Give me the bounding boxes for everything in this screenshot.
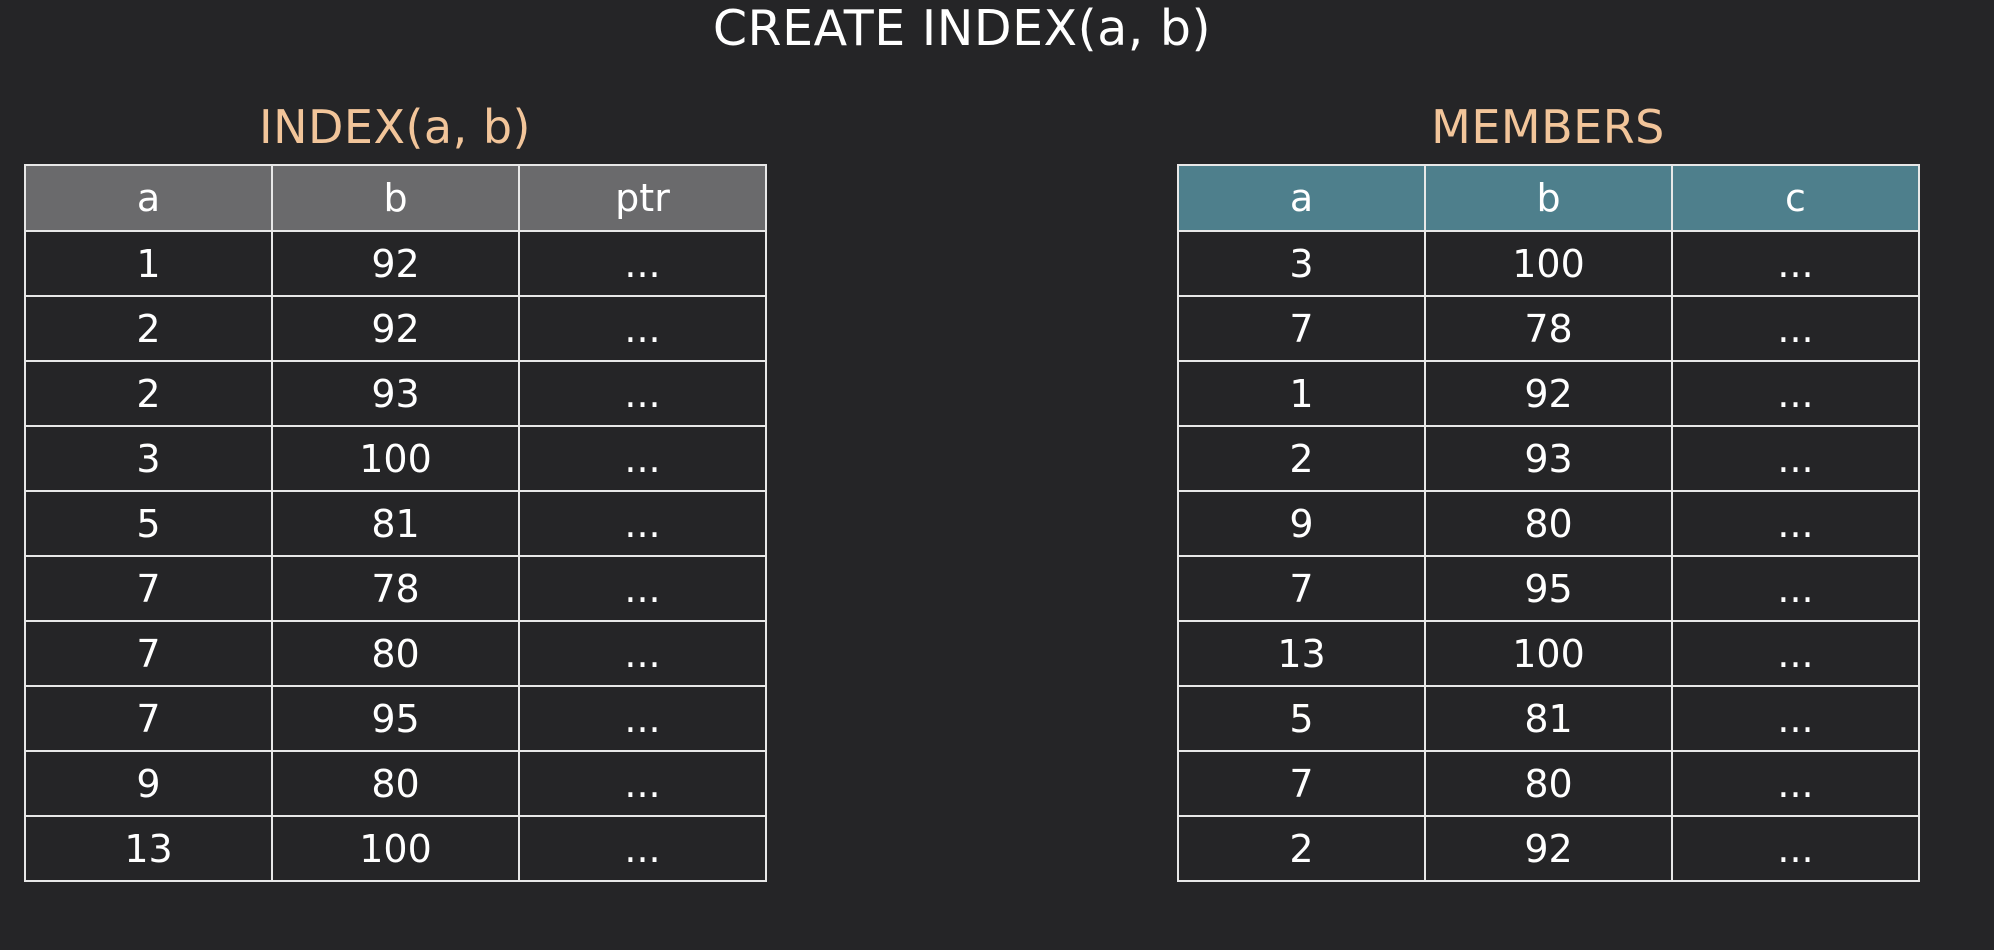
members-table-cell-a: 13 <box>1177 620 1426 687</box>
members-table-cell-b: 100 <box>1424 620 1673 687</box>
members-table-cell-b: 78 <box>1424 295 1673 362</box>
index-table-row: 3 100... <box>24 425 767 492</box>
members-table-cell-a: 7 <box>1177 555 1426 622</box>
index-table-cell-a: 2 <box>24 295 273 362</box>
index-table-row: 2 92... <box>24 295 767 362</box>
index-table-row: 7 95... <box>24 685 767 752</box>
members-table-row: 5 81... <box>1177 685 1920 752</box>
index-table-row: 7 80... <box>24 620 767 687</box>
index-table-header-row: a b ptr <box>24 164 767 232</box>
index-table-cell-b: 100 <box>271 425 520 492</box>
members-table-cell-a: 7 <box>1177 295 1426 362</box>
index-table-cell-ptr: ... <box>518 425 767 492</box>
members-table-row: 2 93... <box>1177 425 1920 492</box>
index-table-cell-ptr: ... <box>518 230 767 297</box>
index-table-cell-a: 5 <box>24 490 273 557</box>
index-table-row: 7 78... <box>24 555 767 622</box>
index-table-cell-ptr: ... <box>518 555 767 622</box>
slide-title: CREATE INDEX(a, b) <box>712 0 1212 57</box>
index-table-cell-b: 80 <box>271 620 520 687</box>
members-table-cell-a: 9 <box>1177 490 1426 557</box>
index-table-row: 2 93... <box>24 360 767 427</box>
index-table: a b ptr 1 92... 2 92... 2 93... 3 100... 5 81... 7 78… <box>24 164 767 882</box>
members-table-cell-a: 7 <box>1177 750 1426 817</box>
index-table-cell-b: 100 <box>271 815 520 882</box>
members-table-cell-b: 92 <box>1424 815 1673 882</box>
members-table-row: 9 80... <box>1177 490 1920 557</box>
members-table-row: 2 92... <box>1177 815 1920 882</box>
index-table-row: 1 92... <box>24 230 767 297</box>
members-table-body: 3 100... 7 78... 1 92... 2 93... 9 80... 7 95... 13 1… <box>1177 230 1920 882</box>
members-table-cell-b: 93 <box>1424 425 1673 492</box>
index-table-cell-b: 81 <box>271 490 520 557</box>
index-table-cell-b: 92 <box>271 295 520 362</box>
index-table-column-header-ptr: ptr <box>518 164 767 232</box>
index-table-row: 5 81... <box>24 490 767 557</box>
index-table-title: INDEX(a, b) <box>259 100 531 154</box>
index-table-row: 9 80... <box>24 750 767 817</box>
members-table-cell-a: 5 <box>1177 685 1426 752</box>
members-table-cell-a: 3 <box>1177 230 1426 297</box>
members-table-row: 3 100... <box>1177 230 1920 297</box>
members-table-row: 1 92... <box>1177 360 1920 427</box>
members-table-cell-a: 2 <box>1177 815 1426 882</box>
index-table-cell-a: 7 <box>24 620 273 687</box>
index-table-cell-ptr: ... <box>518 295 767 362</box>
members-table-cell-b: 95 <box>1424 555 1673 622</box>
members-table-row: 7 95... <box>1177 555 1920 622</box>
index-table-cell-ptr: ... <box>518 360 767 427</box>
index-table-cell-a: 1 <box>24 230 273 297</box>
index-table-cell-ptr: ... <box>518 750 767 817</box>
members-table-row: 7 78... <box>1177 295 1920 362</box>
index-table-cell-ptr: ... <box>518 620 767 687</box>
index-table-cell-ptr: ... <box>518 685 767 752</box>
index-table-body: 1 92... 2 92... 2 93... 3 100... 5 81... 7 78... 7 80… <box>24 230 767 882</box>
index-table-header: a b ptr <box>24 164 767 232</box>
index-table-cell-b: 78 <box>271 555 520 622</box>
index-table-cell-a: 7 <box>24 555 273 622</box>
members-table-cell-c: ... <box>1671 425 1920 492</box>
index-table-cell-b: 92 <box>271 230 520 297</box>
members-table-cell-c: ... <box>1671 620 1920 687</box>
members-table-cell-a: 2 <box>1177 425 1426 492</box>
members-table-cell-b: 92 <box>1424 360 1673 427</box>
members-table-column-header-a: a <box>1177 164 1426 232</box>
members-table-title: MEMBERS <box>1431 100 1665 154</box>
members-table-cell-b: 80 <box>1424 490 1673 557</box>
index-table-cell-a: 3 <box>24 425 273 492</box>
index-table-cell-b: 80 <box>271 750 520 817</box>
members-table-column-header-b: b <box>1424 164 1673 232</box>
members-table-cell-c: ... <box>1671 295 1920 362</box>
index-table-cell-a: 9 <box>24 750 273 817</box>
index-table-cell-ptr: ... <box>518 815 767 882</box>
members-table-cell-c: ... <box>1671 750 1920 817</box>
members-table-cell-c: ... <box>1671 230 1920 297</box>
members-table-column-header-c: c <box>1671 164 1920 232</box>
members-table-cell-c: ... <box>1671 555 1920 622</box>
index-table-cell-a: 7 <box>24 685 273 752</box>
index-table-cell-a: 2 <box>24 360 273 427</box>
members-table-cell-c: ... <box>1671 360 1920 427</box>
members-table-cell-b: 81 <box>1424 685 1673 752</box>
index-table-column-header-a: a <box>24 164 273 232</box>
index-table-cell-b: 93 <box>271 360 520 427</box>
members-table-row: 7 80... <box>1177 750 1920 817</box>
index-table-column-header-b: b <box>271 164 520 232</box>
index-table-cell-b: 95 <box>271 685 520 752</box>
index-table-cell-a: 13 <box>24 815 273 882</box>
members-table-cell-c: ... <box>1671 685 1920 752</box>
index-table-row: 13 100... <box>24 815 767 882</box>
members-table-cell-c: ... <box>1671 815 1920 882</box>
members-table-cell-c: ... <box>1671 490 1920 557</box>
members-table-cell-a: 1 <box>1177 360 1426 427</box>
members-table-cell-b: 100 <box>1424 230 1673 297</box>
members-table-cell-b: 80 <box>1424 750 1673 817</box>
members-table-row: 13 100... <box>1177 620 1920 687</box>
index-table-cell-ptr: ... <box>518 490 767 557</box>
